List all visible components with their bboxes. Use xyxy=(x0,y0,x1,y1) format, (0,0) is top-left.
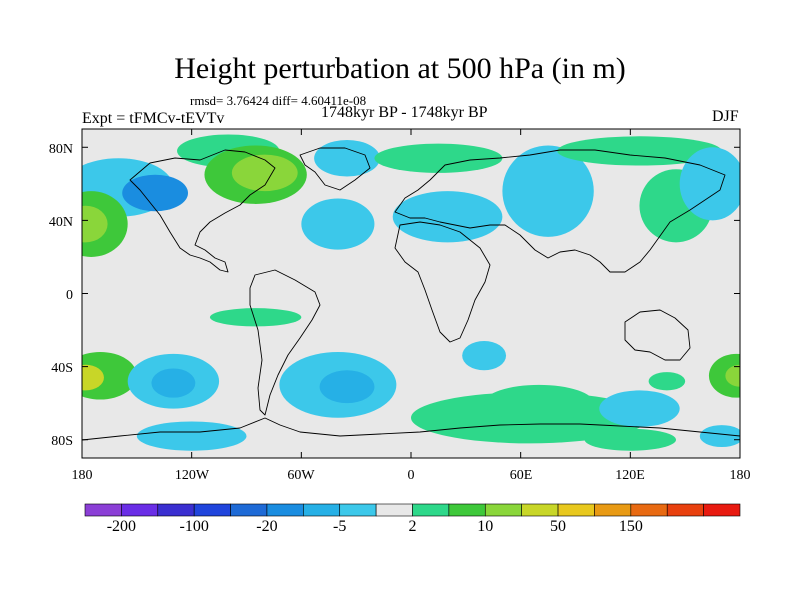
plot-title: Height perturbation at 500 hPa (in m) xyxy=(174,52,626,85)
field-region xyxy=(231,154,298,192)
colorbar-swatch xyxy=(266,503,304,517)
coastline-antarctica xyxy=(82,417,740,441)
x-tick-label: 180 xyxy=(729,468,751,483)
y-tick-label: 40S xyxy=(51,361,73,376)
colorbar-swatch xyxy=(412,503,450,517)
x-tick-label: 0 xyxy=(407,468,415,483)
field-region xyxy=(392,191,503,243)
field-region xyxy=(319,370,375,404)
field-region xyxy=(502,145,594,237)
x-tick-label: 60W xyxy=(287,468,315,483)
x-tick-label: 180 xyxy=(71,468,93,483)
colorbar-label: 150 xyxy=(618,518,643,535)
coastline-south-america xyxy=(249,269,321,416)
y-tick-label: 40N xyxy=(48,215,73,230)
experiment-label: Expt = tFMCv-tEVTv xyxy=(82,110,225,127)
colorbar-swatch xyxy=(594,503,632,517)
colorbar-label: 10 xyxy=(477,518,494,535)
field-region xyxy=(209,308,302,327)
field-region xyxy=(462,341,507,371)
colorbar-swatch xyxy=(448,503,486,517)
colorbar-swatch xyxy=(193,503,231,517)
colorbar-label: 2 xyxy=(408,518,417,535)
colorbar-swatch xyxy=(157,503,195,517)
field-region xyxy=(82,205,108,243)
colorbar-label: 50 xyxy=(550,518,567,535)
field-region xyxy=(679,147,740,221)
colorbar-swatch xyxy=(339,503,377,517)
coastline-greenland xyxy=(299,147,371,191)
field-region xyxy=(725,364,740,387)
colorbar-swatch xyxy=(703,503,741,517)
colorbar-label: -5 xyxy=(333,518,347,535)
colorbar-swatch xyxy=(230,503,268,517)
colorbar-swatch xyxy=(666,503,704,517)
coastline-australia xyxy=(624,309,691,361)
season-label: DJF xyxy=(712,108,739,125)
field-region xyxy=(584,428,677,451)
stats-label: rmsd= 3.76424 diff= 4.60411e-08 xyxy=(190,93,367,108)
field-region xyxy=(301,198,375,250)
colorbar-swatch xyxy=(84,503,122,517)
colorbar-swatch xyxy=(375,503,413,517)
colorbar-swatch xyxy=(521,503,559,517)
x-tick-label: 120E xyxy=(615,468,645,483)
coastline-eurasia xyxy=(394,149,726,273)
field-region xyxy=(484,384,594,422)
colorbar-swatch xyxy=(557,503,595,517)
field-region xyxy=(708,353,740,398)
colorbar-label: -100 xyxy=(179,518,209,535)
field-region xyxy=(151,368,196,398)
coastline-africa xyxy=(394,221,491,343)
colorbar-swatch xyxy=(121,503,159,517)
colorbar-swatch xyxy=(484,503,522,517)
period-label: 1748kyr BP - 1748kyr BP xyxy=(321,104,488,121)
field-region xyxy=(314,139,380,177)
field-region xyxy=(699,425,740,448)
colorbar-swatch xyxy=(630,503,668,517)
coastlines xyxy=(82,147,740,441)
axis-ticks xyxy=(81,129,741,458)
colorbar-swatch xyxy=(303,503,341,517)
field-region xyxy=(648,372,686,391)
x-tick-label: 60E xyxy=(509,468,533,483)
field-region xyxy=(122,174,189,212)
field-region xyxy=(82,364,104,391)
colorbar-label: -200 xyxy=(106,518,137,535)
field-region xyxy=(136,421,247,451)
y-tick-label: 80S xyxy=(51,434,73,449)
x-tick-label: 120W xyxy=(174,468,210,483)
colorbar xyxy=(84,503,741,517)
field-region xyxy=(374,143,503,173)
coastline-north-america xyxy=(129,149,276,273)
y-tick-label: 0 xyxy=(66,288,73,303)
field-region xyxy=(599,390,680,427)
height-field xyxy=(82,134,740,451)
colorbar-label: -20 xyxy=(256,518,278,535)
y-tick-label: 80N xyxy=(48,142,73,157)
field-region xyxy=(557,136,722,166)
